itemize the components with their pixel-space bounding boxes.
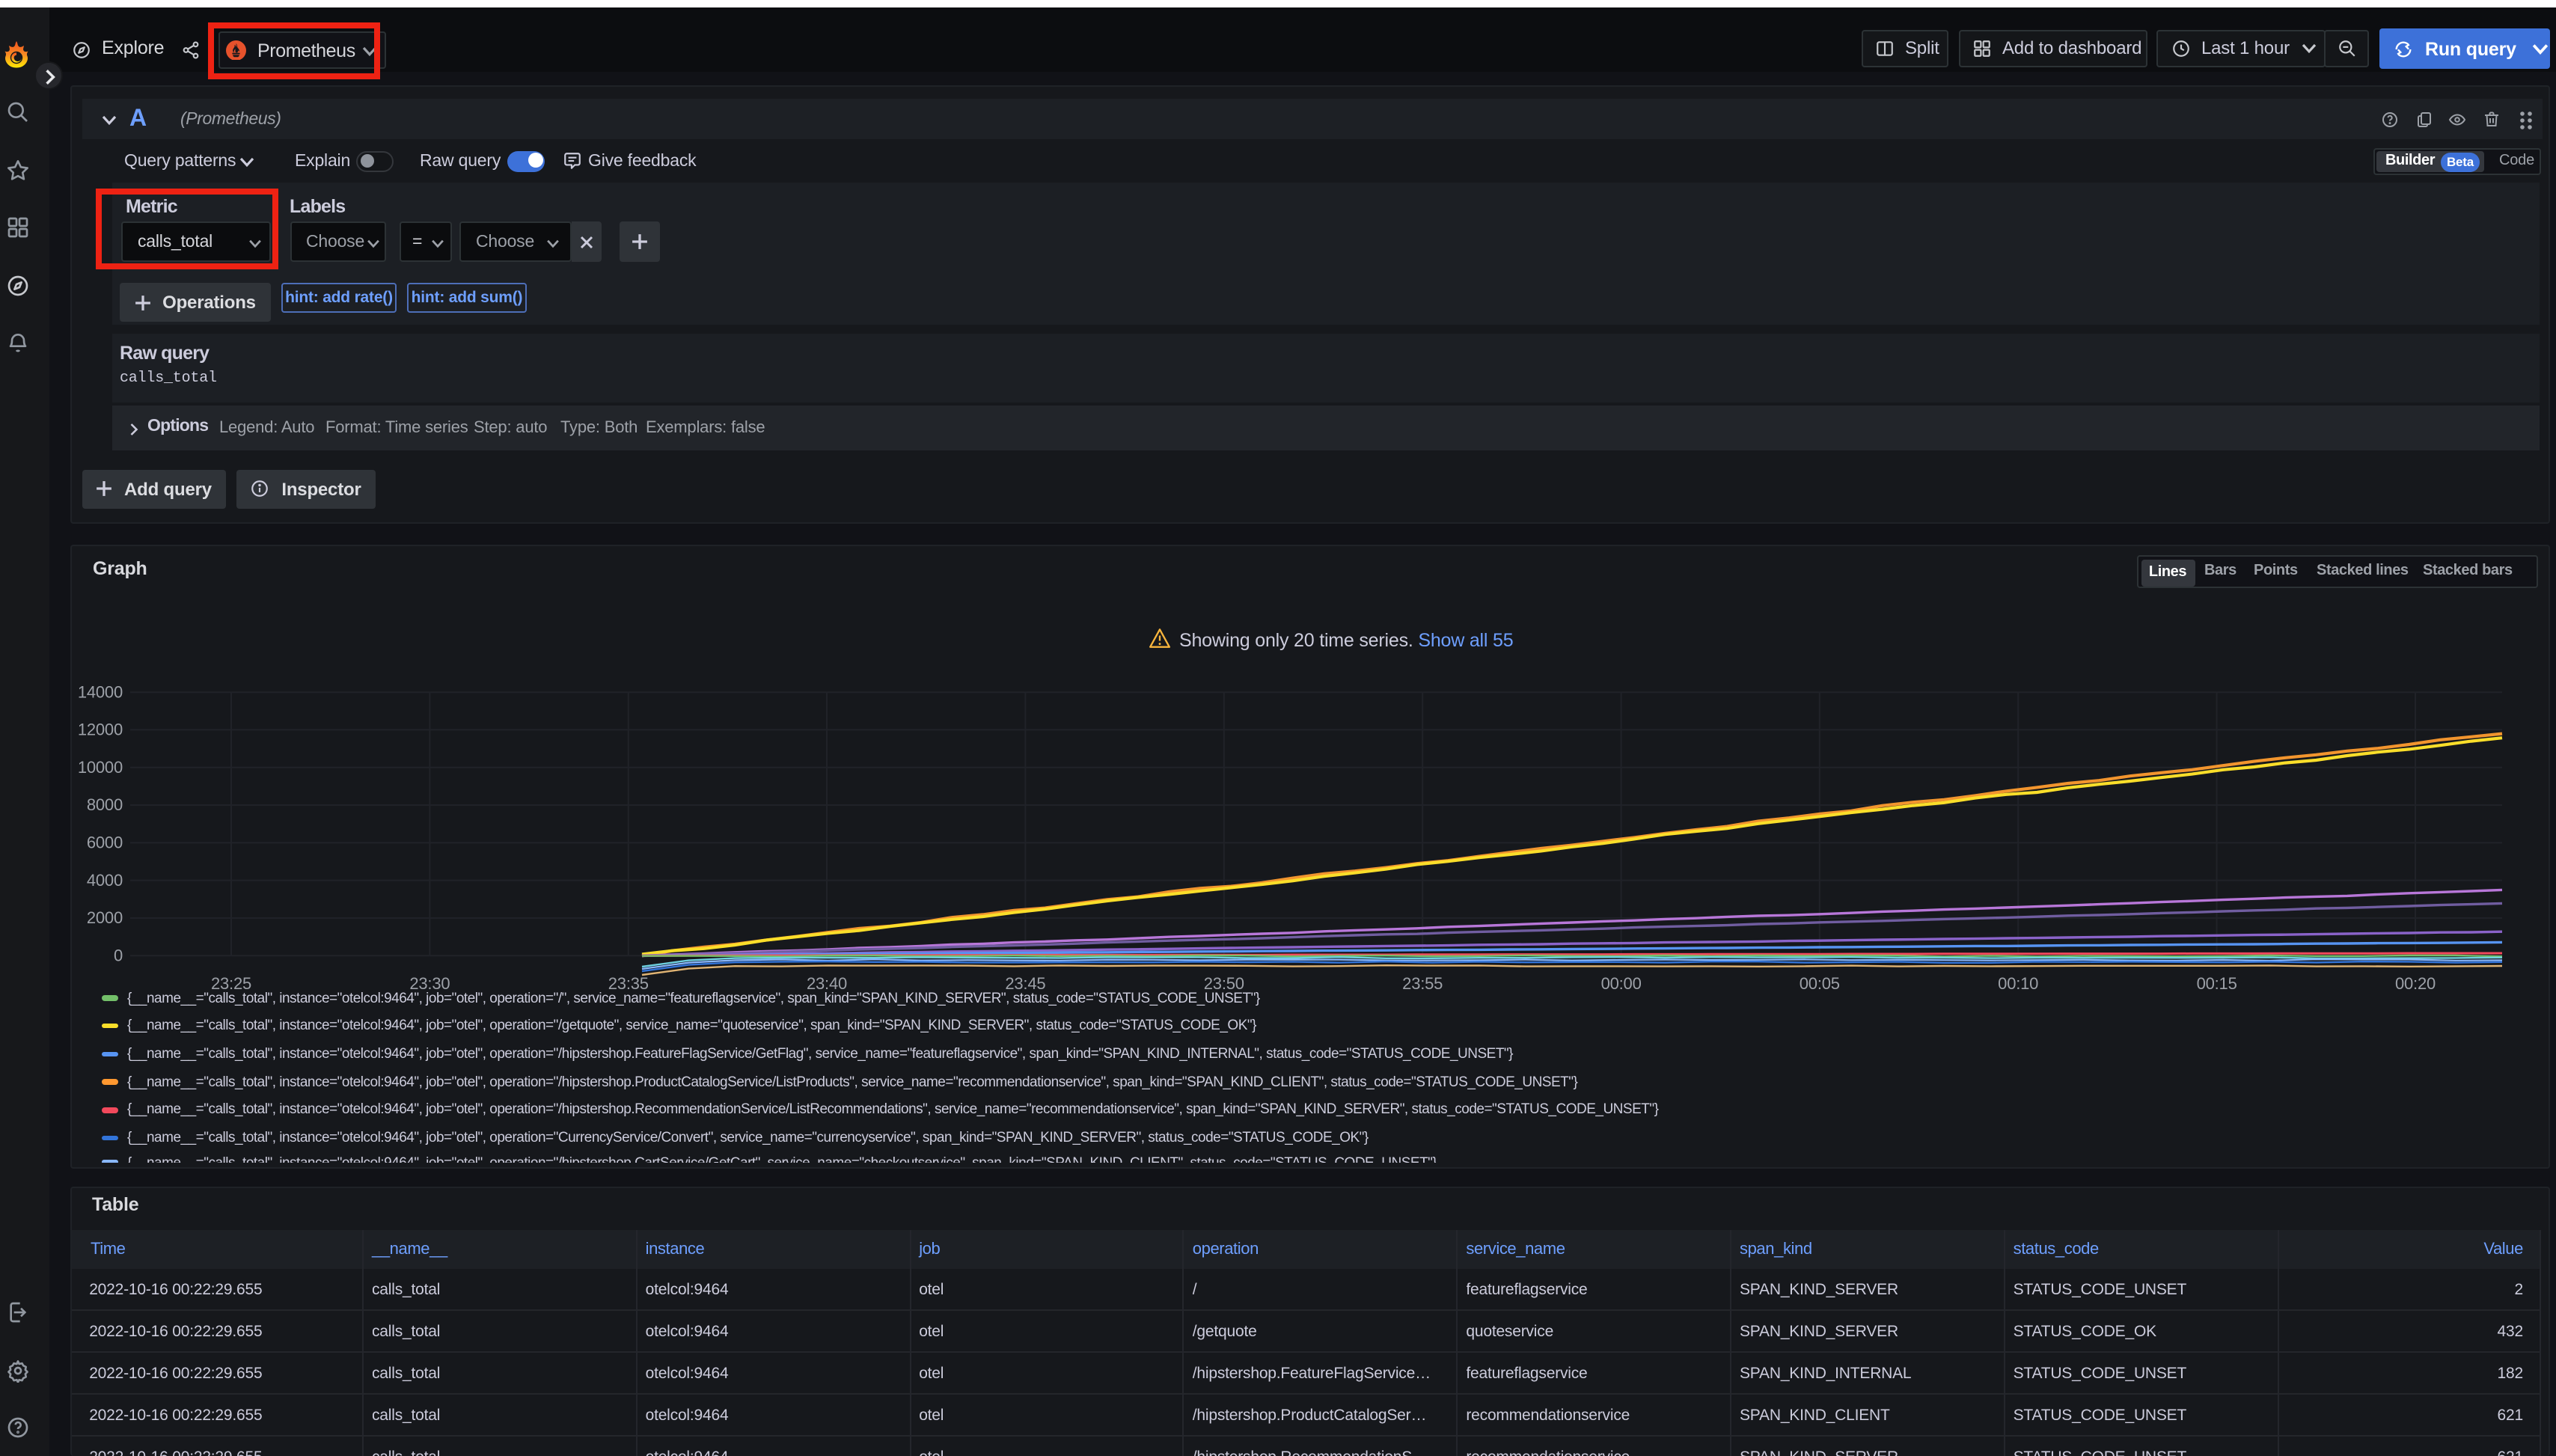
- svg-text:12000: 12000: [78, 721, 123, 739]
- svg-text:6000: 6000: [87, 833, 123, 852]
- svg-text:4000: 4000: [87, 871, 123, 890]
- svg-text:23:50: 23:50: [1204, 974, 1244, 993]
- svg-text:00:00: 00:00: [1601, 974, 1642, 993]
- svg-text:23:55: 23:55: [1402, 974, 1443, 993]
- svg-text:14000: 14000: [78, 682, 123, 701]
- svg-text:23:35: 23:35: [608, 974, 649, 993]
- svg-text:00:10: 00:10: [1998, 974, 2038, 993]
- svg-text:2000: 2000: [87, 908, 123, 927]
- svg-text:00:05: 00:05: [1800, 974, 1840, 993]
- svg-text:00:15: 00:15: [2197, 974, 2237, 993]
- svg-text:23:40: 23:40: [807, 974, 847, 993]
- svg-text:23:30: 23:30: [409, 974, 450, 993]
- svg-text:23:25: 23:25: [211, 974, 251, 993]
- svg-text:10000: 10000: [78, 758, 123, 777]
- svg-text:8000: 8000: [87, 795, 123, 814]
- svg-text:0: 0: [114, 946, 123, 964]
- svg-text:00:20: 00:20: [2395, 974, 2436, 993]
- svg-text:23:45: 23:45: [1005, 974, 1045, 993]
